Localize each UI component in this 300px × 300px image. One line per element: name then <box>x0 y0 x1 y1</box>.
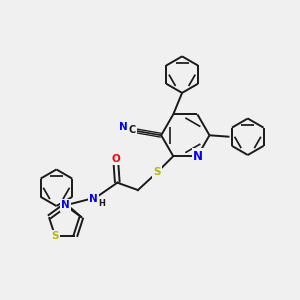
Text: N: N <box>89 194 98 204</box>
Text: H: H <box>98 200 105 208</box>
Text: O: O <box>112 154 120 164</box>
Text: S: S <box>153 167 161 177</box>
Text: C: C <box>129 125 136 135</box>
Text: N: N <box>193 150 203 163</box>
Text: S: S <box>51 231 59 241</box>
Text: N: N <box>119 122 128 132</box>
Text: N: N <box>61 200 70 210</box>
